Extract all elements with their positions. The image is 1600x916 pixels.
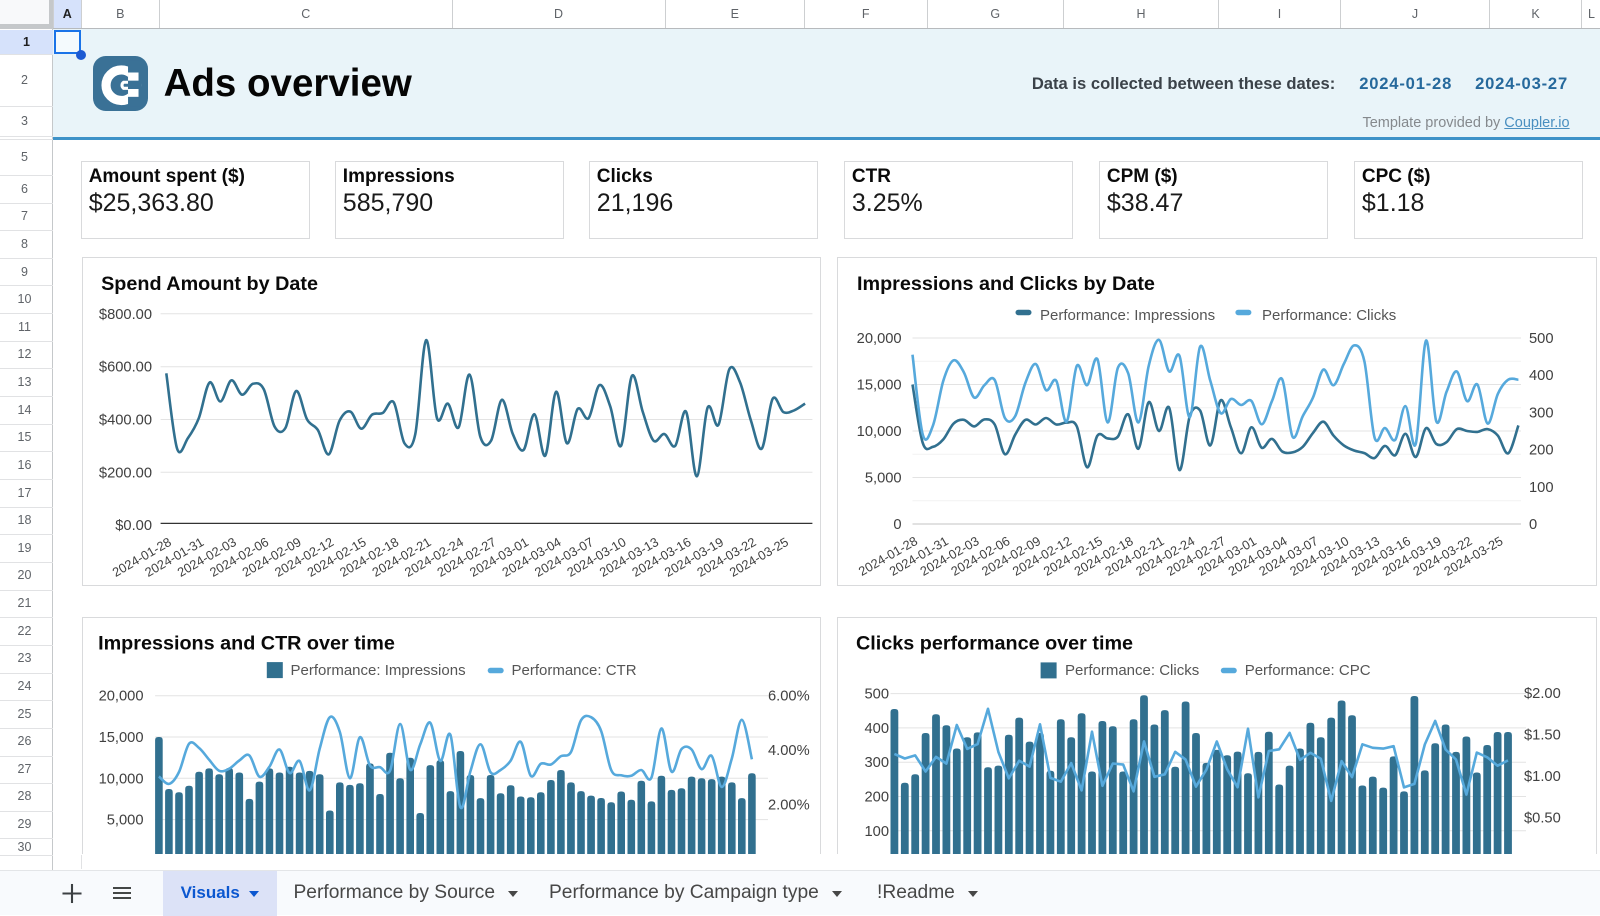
svg-text:Performance: CPC: Performance: CPC [1245,662,1371,679]
svg-text:400: 400 [864,721,889,737]
svg-text:20,000: 20,000 [98,689,143,705]
svg-text:200: 200 [864,790,889,806]
svg-text:$1.50: $1.50 [1524,727,1561,743]
svg-text:0: 0 [1529,517,1537,533]
svg-text:500: 500 [1529,331,1554,347]
svg-text:Performance: Clicks: Performance: Clicks [1262,307,1396,324]
svg-text:10,000: 10,000 [98,771,143,787]
svg-text:100: 100 [864,824,889,840]
svg-text:4.00%: 4.00% [768,743,810,759]
svg-text:Performance: Impressions: Performance: Impressions [1040,307,1215,324]
svg-text:$400.00: $400.00 [98,413,151,429]
svg-text:Impressions and Clicks by Date: Impressions and Clicks by Date [857,273,1155,295]
svg-text:300: 300 [1529,406,1554,422]
svg-text:$200.00: $200.00 [98,466,151,482]
svg-text:2.00%: 2.00% [768,798,810,814]
svg-text:500: 500 [864,687,889,703]
svg-text:6.00%: 6.00% [768,689,810,705]
svg-text:Performance: Clicks: Performance: Clicks [1065,662,1199,679]
svg-text:5,000: 5,000 [106,813,143,829]
svg-text:10,000: 10,000 [857,424,902,440]
svg-text:$2.00: $2.00 [1524,686,1561,702]
svg-text:$800.00: $800.00 [98,307,151,323]
svg-text:$1.00: $1.00 [1524,769,1561,785]
svg-text:Impressions and CTR over time: Impressions and CTR over time [98,632,395,654]
svg-text:5,000: 5,000 [865,471,902,487]
svg-text:200: 200 [1529,443,1554,459]
svg-text:Performance: Impressions: Performance: Impressions [290,662,465,679]
svg-text:400: 400 [1529,368,1554,384]
svg-text:15,000: 15,000 [857,378,902,394]
svg-text:$0.50: $0.50 [1524,810,1561,826]
svg-text:300: 300 [864,755,889,771]
svg-text:Spend Amount by Date: Spend Amount by Date [101,273,318,295]
svg-text:$0.00: $0.00 [115,518,152,534]
svg-text:Clicks performance over time: Clicks performance over time [856,632,1133,654]
svg-text:100: 100 [1529,480,1554,496]
svg-text:Performance: CTR: Performance: CTR [511,662,636,679]
svg-text:15,000: 15,000 [98,730,143,746]
svg-text:20,000: 20,000 [857,331,902,347]
svg-text:0: 0 [893,517,901,533]
svg-text:$600.00: $600.00 [98,360,151,376]
